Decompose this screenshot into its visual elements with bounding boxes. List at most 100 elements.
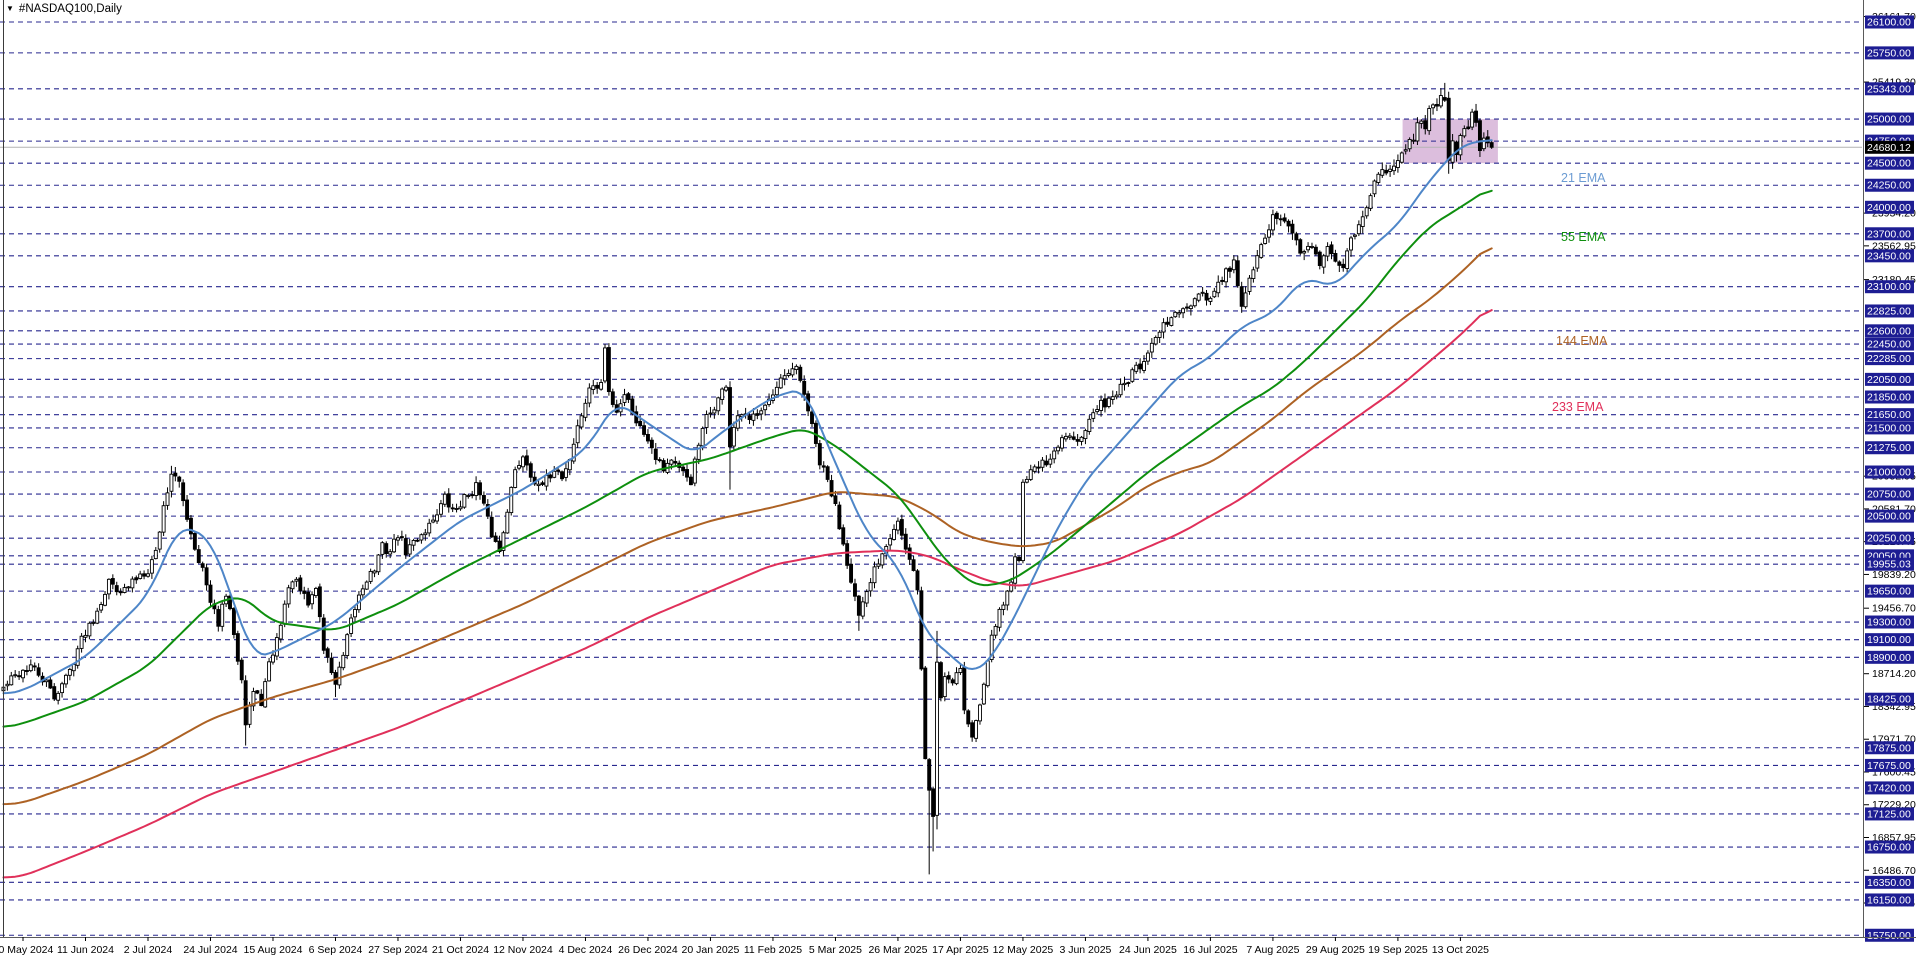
candle-bullish: [1161, 322, 1166, 333]
candle-bullish: [552, 470, 557, 478]
candle-bullish: [1251, 269, 1256, 279]
candle-bullish: [513, 469, 518, 488]
price-level-label: 24250.00: [1867, 180, 1911, 192]
candle-bullish: [1392, 165, 1396, 172]
candle-bearish: [556, 469, 561, 472]
candle-bullish: [544, 474, 549, 487]
candle-bullish: [575, 425, 580, 444]
candle-bullish: [1450, 140, 1455, 163]
candle-bullish: [161, 505, 166, 533]
candle-bullish: [282, 603, 287, 625]
candle-bullish: [1462, 128, 1467, 137]
ema-55-label: 55 EMA: [1561, 230, 1606, 244]
candle-bullish: [1153, 337, 1158, 345]
candle-bearish: [1329, 244, 1334, 255]
candle-bearish: [196, 549, 201, 564]
candle-bearish: [470, 494, 475, 497]
candle-bullish: [138, 573, 143, 579]
candle-bullish: [263, 681, 268, 708]
candle-bearish: [849, 563, 854, 583]
candle-bearish: [48, 679, 53, 689]
candle-bearish: [189, 517, 193, 535]
price-level-label: 26100.00: [1867, 16, 1911, 28]
candle-bearish: [329, 657, 334, 674]
candle-bullish: [427, 522, 432, 534]
candle-bullish: [91, 621, 96, 624]
candle-bearish: [931, 788, 936, 817]
candle-bullish: [935, 661, 939, 816]
date-label: 5 Mar 2025: [809, 944, 862, 956]
candle-bullish: [989, 634, 994, 660]
candle-bearish: [17, 675, 22, 678]
candle-bearish: [1298, 239, 1303, 254]
candle-bullish: [1470, 111, 1475, 128]
candle-bearish: [384, 543, 389, 554]
candle-bullish: [380, 542, 385, 555]
price-level-label: 19300.00: [1867, 617, 1911, 629]
candle-bearish: [1337, 261, 1342, 266]
candle-bullish: [1263, 237, 1268, 244]
date-label: 13 Oct 2025: [1432, 944, 1489, 956]
candle-bearish: [118, 591, 123, 594]
candle-bullish: [1345, 250, 1350, 269]
candle-bullish: [67, 668, 72, 676]
price-level-label: 22285.00: [1867, 353, 1911, 365]
candle-bullish: [438, 503, 443, 515]
candle-bearish: [1075, 439, 1080, 442]
candle-bullish: [1270, 214, 1275, 231]
candle-bullish: [1032, 466, 1037, 472]
candle-bullish: [774, 386, 779, 396]
candle-bullish: [1110, 396, 1115, 400]
candle-bullish: [5, 683, 10, 687]
candle-bearish: [485, 504, 490, 517]
candle-bearish: [243, 680, 248, 726]
price-level-label: 22825.00: [1867, 305, 1911, 317]
candle-bearish: [1204, 292, 1209, 301]
candle-bullish: [1106, 397, 1111, 407]
date-label: 7 Aug 2025: [1246, 944, 1299, 956]
candle-bearish: [1278, 218, 1283, 221]
candle-bullish: [368, 570, 373, 582]
candle-bearish: [685, 469, 689, 478]
candle-bullish: [341, 654, 346, 669]
candle-bullish: [1181, 308, 1186, 314]
candle-bullish: [1024, 478, 1029, 483]
candle-bearish: [1435, 104, 1439, 107]
price-level-label: 22600.00: [1867, 325, 1911, 337]
candle-bullish: [1415, 122, 1420, 142]
candle-bearish: [321, 617, 326, 651]
candle-bullish: [954, 672, 959, 685]
candle-bearish: [595, 384, 600, 389]
candle-bullish: [1040, 459, 1045, 468]
candle-bearish: [1017, 556, 1021, 561]
candle-bullish: [271, 654, 275, 663]
candle-bearish: [899, 519, 904, 536]
candle-bullish: [731, 426, 736, 447]
candle-bullish: [1247, 277, 1252, 292]
date-label: 3 Jun 2025: [1059, 944, 1111, 956]
candle-bearish: [927, 759, 932, 791]
candle-bullish: [290, 581, 295, 590]
candle-bullish: [599, 382, 604, 390]
candle-bullish: [103, 593, 107, 606]
candle-bullish: [720, 388, 725, 400]
candle-bullish: [1067, 435, 1072, 438]
ema-233-label: 233 EMA: [1552, 400, 1604, 414]
candle-bearish: [181, 482, 186, 502]
candle-bullish: [1099, 399, 1104, 411]
chevron-down-icon[interactable]: ▼: [6, 4, 14, 13]
candle-bearish: [306, 591, 311, 606]
candle-bullish: [1243, 292, 1248, 308]
date-label: 12 Nov 2024: [493, 944, 553, 956]
candle-bullish: [1349, 237, 1353, 251]
candle-bullish: [1052, 450, 1057, 460]
candle-bearish: [540, 482, 545, 485]
date-label: 27 Sep 2024: [368, 944, 428, 956]
candle-bullish: [880, 553, 885, 566]
candle-bullish: [786, 372, 791, 376]
candle-bullish: [1364, 207, 1369, 217]
price-level-label: 21650.00: [1867, 409, 1911, 421]
candle-bullish: [286, 587, 291, 605]
